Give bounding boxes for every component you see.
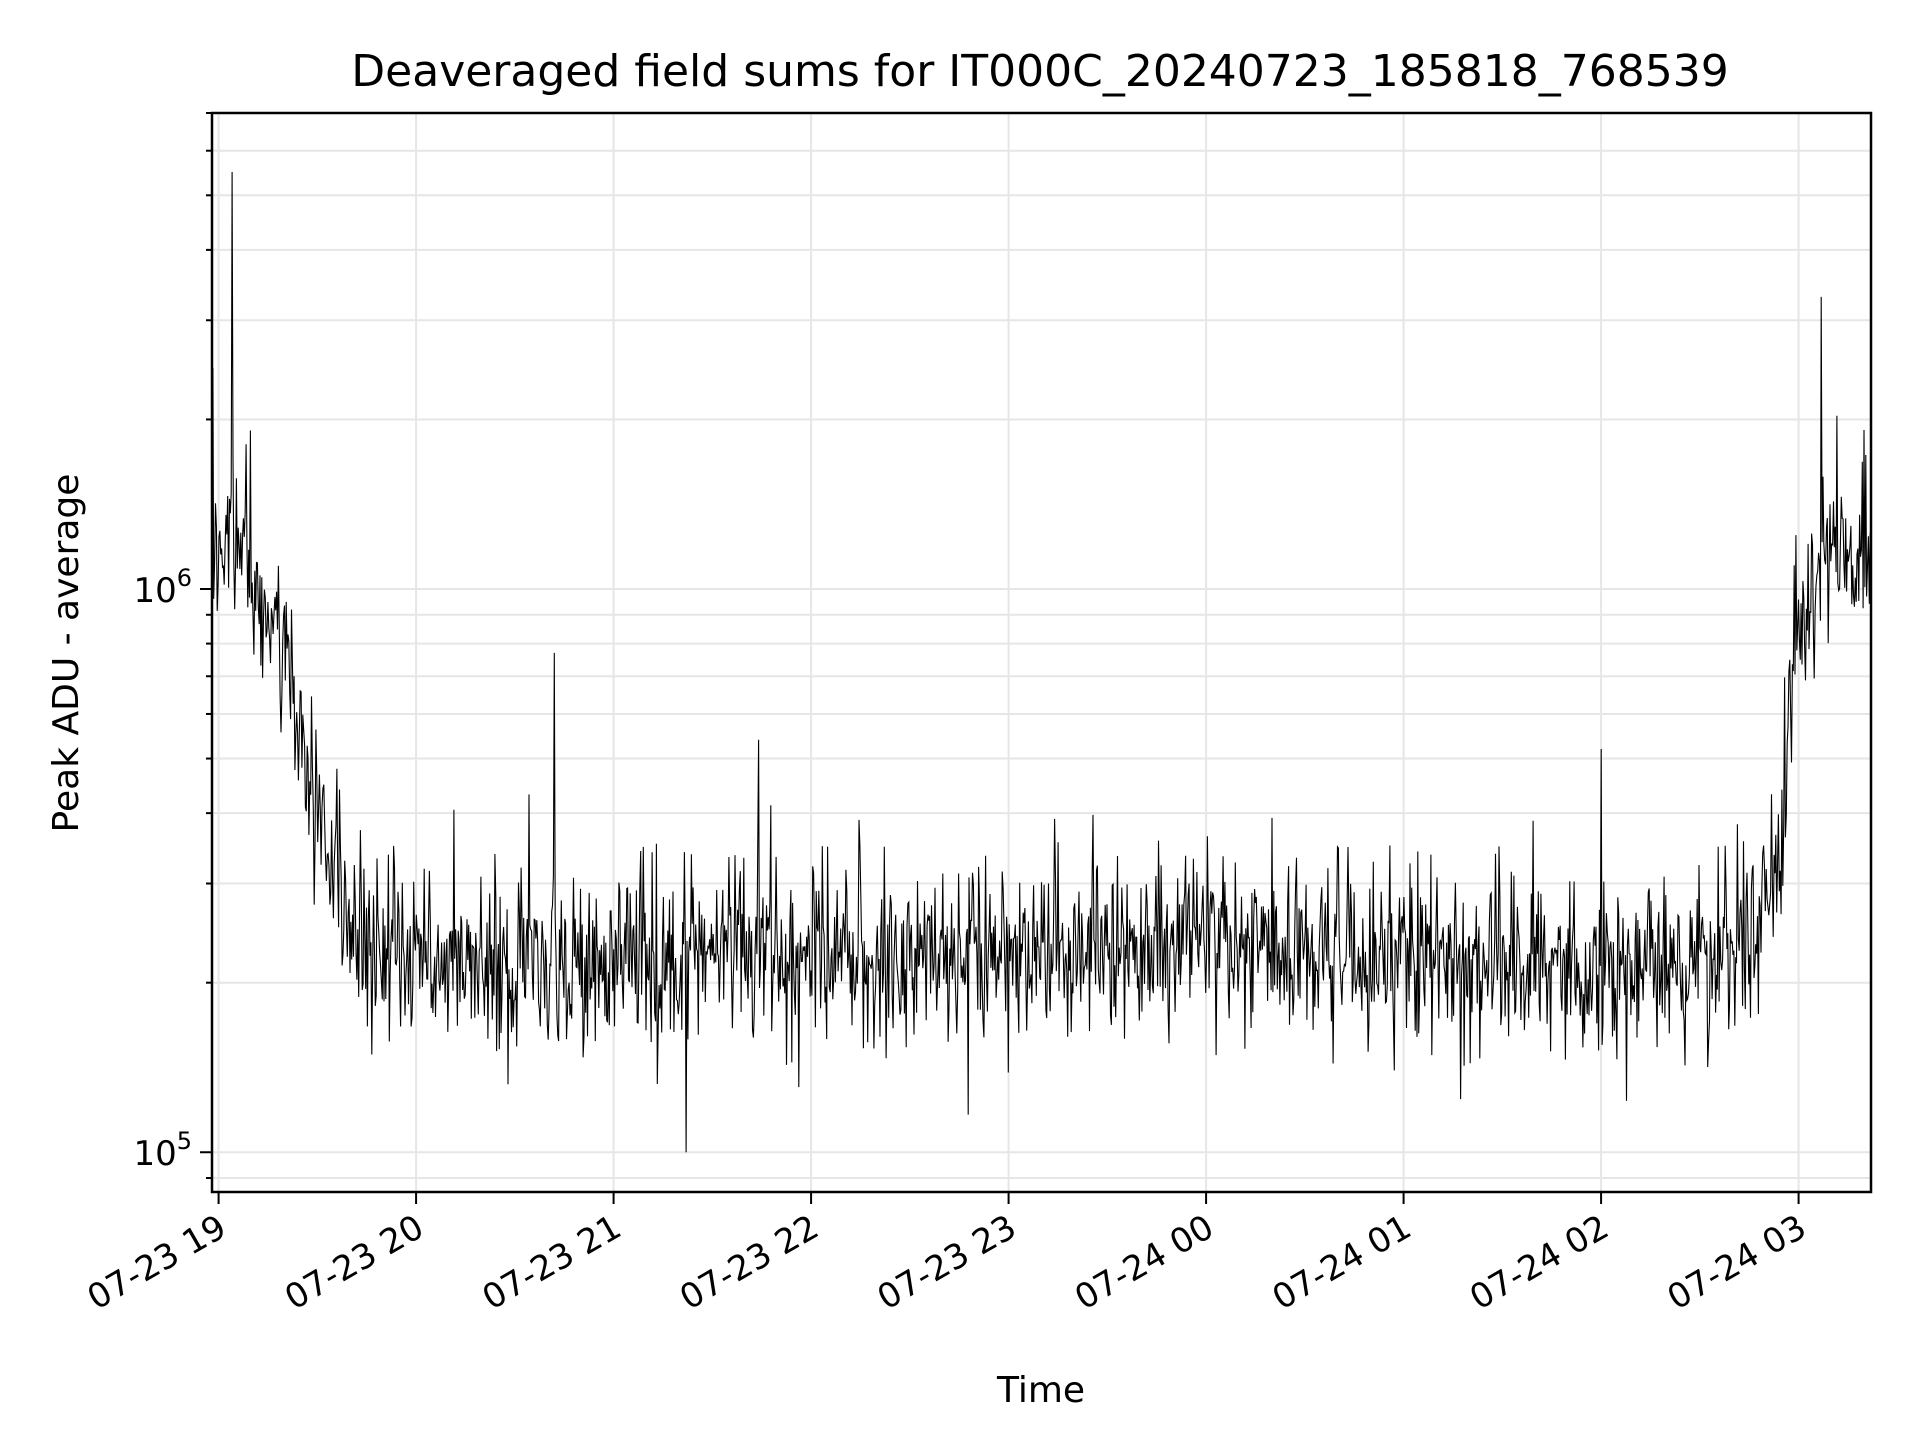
x-axis-label: Time bbox=[996, 1370, 1085, 1411]
y-axis-label: Peak ADU - average bbox=[46, 474, 87, 833]
x-tick-label: 07-23 23 bbox=[871, 1207, 1023, 1318]
x-axis: 07-23 19 07-23 20 07-23 21 07-23 22 07-23 23… bbox=[81, 1192, 1813, 1318]
y-axis: 105 106 bbox=[133, 112, 212, 1180]
x-tick-label: 07-23 20 bbox=[278, 1207, 430, 1318]
x-tick-label: 07-24 01 bbox=[1266, 1207, 1418, 1318]
y-tick-label: 105 bbox=[133, 1127, 192, 1174]
x-tick-label: 07-24 02 bbox=[1463, 1207, 1615, 1318]
x-tick-label: 07-23 19 bbox=[81, 1207, 233, 1318]
y-tick-label: 106 bbox=[133, 564, 192, 611]
x-tick-label: 07-24 00 bbox=[1068, 1207, 1220, 1318]
x-tick-label: 07-23 22 bbox=[673, 1207, 825, 1318]
x-tick-label: 07-24 03 bbox=[1661, 1207, 1813, 1318]
grid bbox=[212, 112, 1871, 1192]
series-layer bbox=[211, 171, 1872, 1153]
series-line bbox=[211, 171, 1872, 1153]
chart-title: Deaveraged field sums for IT000C_2024072… bbox=[351, 46, 1728, 97]
x-tick-label: 07-23 21 bbox=[476, 1207, 628, 1318]
plot-frame bbox=[210, 111, 1873, 1194]
